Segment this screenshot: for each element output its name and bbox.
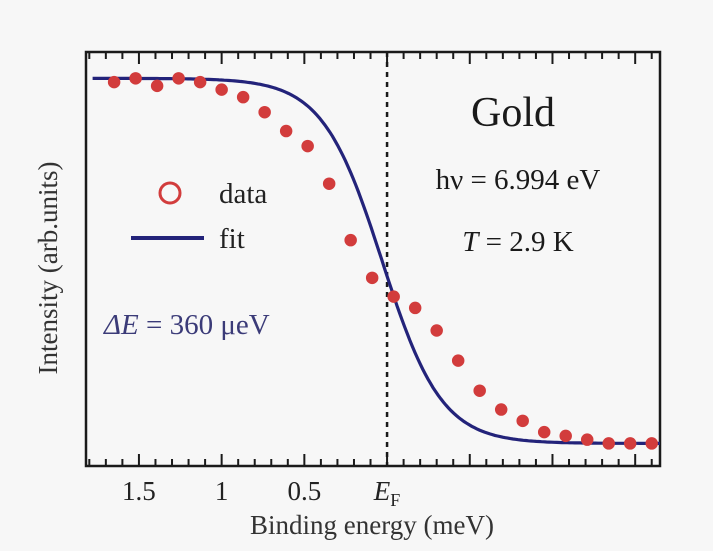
data-point (258, 105, 271, 119)
data-point (559, 429, 572, 443)
data-point (344, 233, 357, 247)
data-point (172, 72, 185, 85)
data-point (193, 75, 207, 89)
data-point (645, 437, 658, 450)
resolution-annotation: ΔE = 360 μeV (103, 309, 270, 341)
major-ticks (137, 52, 637, 466)
data-point (623, 437, 637, 450)
legend: data fit (131, 178, 267, 255)
data-point (602, 437, 615, 450)
legend-fit-label: fit (219, 223, 245, 255)
fit-curve (92, 76, 660, 445)
data-points (107, 72, 658, 450)
temperature-symbol: T (462, 226, 480, 258)
data-point (150, 79, 164, 93)
temperature-annotation: T = 2.9 K (462, 226, 573, 258)
x-axis-label: Binding energy (meV) (250, 510, 494, 540)
data-point (494, 403, 508, 416)
x-tick-label: 1.5 (122, 476, 156, 506)
plot-frame (84, 50, 662, 468)
data-point (279, 124, 293, 138)
data-point (408, 301, 422, 315)
data-point (129, 72, 142, 85)
temperature-value: = 2.9 K (478, 226, 573, 258)
data-point (580, 433, 594, 446)
y-axis-label: Intensity (arb.units) (33, 162, 63, 375)
data-point (322, 177, 336, 190)
resolution-value: = 360 μeV (139, 309, 270, 341)
data-point (516, 414, 529, 428)
data-point (236, 90, 250, 104)
data-point (473, 384, 486, 397)
sample-annotation: Gold (471, 90, 555, 136)
data-point (215, 83, 228, 96)
photon-energy-annotation: hν = 6.994 eV (436, 164, 601, 196)
data-point (387, 290, 400, 303)
resolution-symbol: ΔE (103, 309, 139, 341)
minor-ticks (88, 52, 653, 466)
x-tick-label-subscript: F (390, 490, 400, 510)
x-tick-label: 1 (215, 476, 229, 506)
data-point (107, 75, 121, 89)
x-tick-label: 0.5 (287, 476, 321, 506)
legend-data-label: data (219, 178, 267, 210)
data-point (537, 425, 551, 439)
data-point (301, 139, 314, 153)
data-point (365, 271, 379, 285)
x-tick-labels: 1.5 1 0.5 EF (122, 476, 400, 510)
legend-data-marker (158, 181, 182, 205)
x-tick-label: EF (373, 476, 401, 510)
data-point (451, 354, 465, 367)
data-point (430, 324, 443, 337)
x-tick-label-main: E (373, 476, 391, 506)
